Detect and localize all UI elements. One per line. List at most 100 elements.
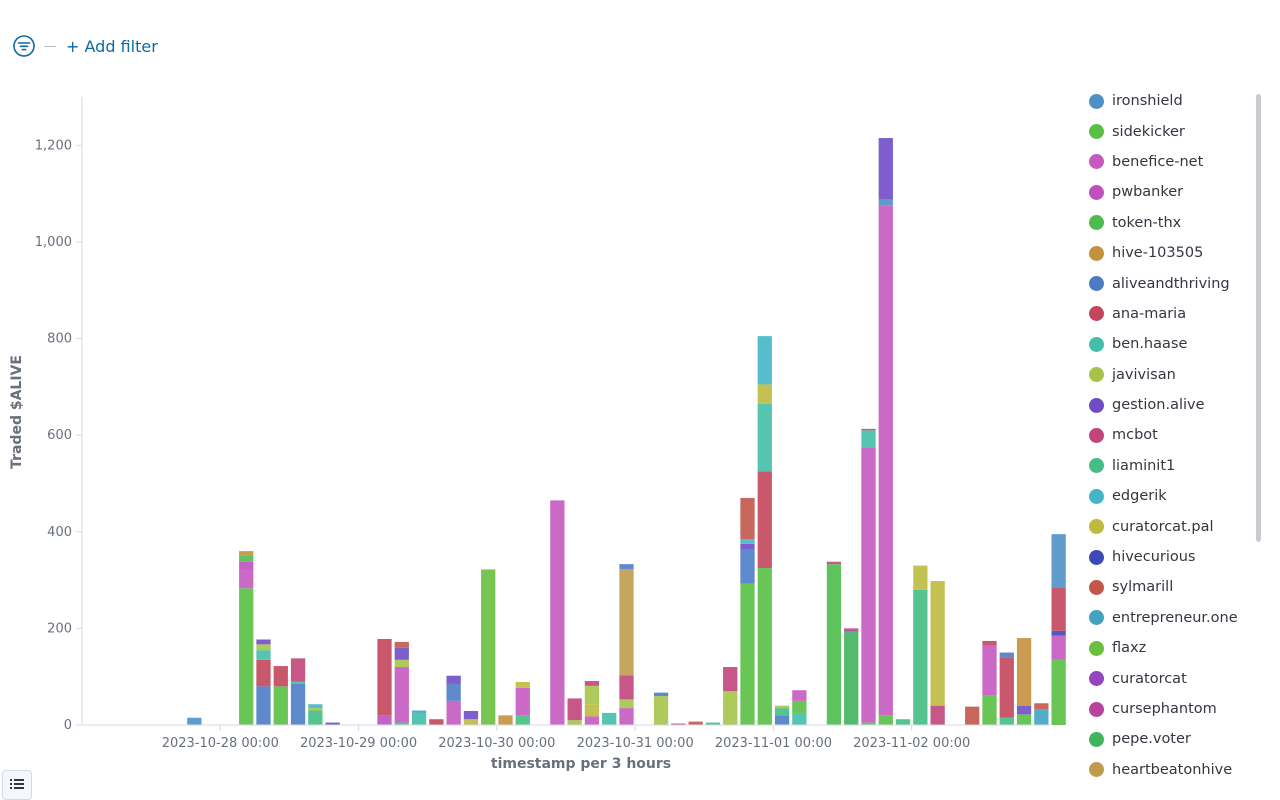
bar-segment[interactable] <box>757 568 772 725</box>
bar-segment[interactable] <box>256 639 271 645</box>
bar-segment[interactable] <box>256 686 271 725</box>
bar-segment[interactable] <box>619 564 634 569</box>
bar-segment[interactable] <box>705 722 721 725</box>
legend-item[interactable]: pepe.voter <box>1080 724 1250 754</box>
bar-segment[interactable] <box>515 682 530 688</box>
bar-segment[interactable] <box>1051 659 1066 725</box>
bar-segment[interactable] <box>394 659 409 668</box>
bar-segment[interactable] <box>239 561 254 570</box>
bar-segment[interactable] <box>723 691 738 725</box>
bar-segment[interactable] <box>290 658 306 682</box>
legend-item[interactable]: benefice-net <box>1080 147 1250 177</box>
bar-segment[interactable] <box>602 712 617 725</box>
legend-item[interactable]: ana-maria <box>1080 299 1250 329</box>
bar-segment[interactable] <box>463 710 479 720</box>
bar-segment[interactable] <box>273 686 288 725</box>
bar-segment[interactable] <box>1016 638 1032 706</box>
legend-item[interactable]: sidekicker <box>1080 116 1250 146</box>
bar-segment[interactable] <box>1016 705 1032 715</box>
bar-segment[interactable] <box>792 712 807 725</box>
legend-item[interactable]: aliveandthriving <box>1080 268 1250 298</box>
bar-segment[interactable] <box>792 700 807 713</box>
legend-item[interactable]: edgerik <box>1080 481 1250 511</box>
bar-segment[interactable] <box>308 708 323 711</box>
bar-segment[interactable] <box>740 549 755 584</box>
bar-segment[interactable] <box>982 640 997 646</box>
bar-segment[interactable] <box>757 403 772 472</box>
legend-item[interactable]: javivisan <box>1080 360 1250 390</box>
bar-segment[interactable] <box>844 628 859 632</box>
legend-item[interactable]: mcbot <box>1080 420 1250 450</box>
bar-segment[interactable] <box>446 683 461 701</box>
bar-segment[interactable] <box>515 687 530 716</box>
bar-segment[interactable] <box>239 588 254 725</box>
bar-segment[interactable] <box>256 659 271 687</box>
legend-item[interactable]: entrepreneur.one <box>1080 603 1250 633</box>
bar-segment[interactable] <box>498 715 513 725</box>
bar-segment[interactable] <box>481 569 496 725</box>
bar-segment[interactable] <box>619 568 634 676</box>
legend-item[interactable]: pwbanker <box>1080 177 1250 207</box>
bar-segment[interactable] <box>550 500 565 725</box>
legend-scrollbar[interactable] <box>1256 94 1261 542</box>
bar-segment[interactable] <box>757 336 772 385</box>
bar-segment[interactable] <box>774 708 790 716</box>
bar-segment[interactable] <box>1051 630 1066 636</box>
bar-segment[interactable] <box>1034 703 1049 710</box>
legend-item[interactable]: token-thx <box>1080 208 1250 238</box>
bar-segment[interactable] <box>429 719 444 725</box>
bar-segment[interactable] <box>567 698 582 721</box>
bar-segment[interactable] <box>256 650 271 660</box>
legend-item[interactable]: ben.haase <box>1080 329 1250 359</box>
bar-segment[interactable] <box>187 717 202 725</box>
bar-segment[interactable] <box>878 205 893 716</box>
bar-segment[interactable] <box>256 644 271 651</box>
legend-item[interactable]: curatorcat.pal <box>1080 511 1250 541</box>
bar-segment[interactable] <box>239 555 254 562</box>
bar-segment[interactable] <box>740 543 755 550</box>
bar-segment[interactable] <box>308 704 323 709</box>
bar-segment[interactable] <box>688 721 703 725</box>
bar-segment[interactable] <box>999 657 1014 718</box>
bar-segment[interactable] <box>723 667 738 692</box>
bar-segment[interactable] <box>377 639 392 716</box>
legend-item[interactable]: hivecurious <box>1080 542 1250 572</box>
bar-segment[interactable] <box>1051 587 1066 631</box>
bar-segment[interactable] <box>999 652 1014 658</box>
bar-segment[interactable] <box>584 681 600 686</box>
legend-item[interactable]: sylmarill <box>1080 572 1250 602</box>
bar-segment[interactable] <box>239 551 254 556</box>
legend-item[interactable]: hive-103505 <box>1080 238 1250 268</box>
bar-segment[interactable] <box>930 705 945 725</box>
bar-segment[interactable] <box>740 583 755 725</box>
bar-segment[interactable] <box>774 715 790 725</box>
bar-segment[interactable] <box>1016 714 1032 725</box>
bar-segment[interactable] <box>878 138 893 200</box>
bar-segment[interactable] <box>826 561 842 565</box>
toggle-legend-button[interactable] <box>2 770 32 800</box>
bar-segment[interactable] <box>671 723 686 725</box>
bar-segment[interactable] <box>290 683 306 725</box>
bar-segment[interactable] <box>861 447 876 723</box>
legend-item[interactable]: liaminit1 <box>1080 451 1250 481</box>
bar-segment[interactable] <box>567 720 582 725</box>
bar-segment[interactable] <box>584 716 600 725</box>
legend-item[interactable]: flaxz <box>1080 633 1250 663</box>
bar-segment[interactable] <box>394 667 409 723</box>
bar-segment[interactable] <box>446 675 461 684</box>
bar-segment[interactable] <box>619 708 634 725</box>
bar-segment[interactable] <box>394 722 409 725</box>
bar-segment[interactable] <box>1051 635 1066 660</box>
bar-segment[interactable] <box>411 710 427 713</box>
bar-segment[interactable] <box>1051 534 1066 588</box>
bar-segment[interactable] <box>584 685 600 705</box>
bar-segment[interactable] <box>308 710 323 725</box>
bar-segment[interactable] <box>1034 709 1049 725</box>
bar-segment[interactable] <box>463 719 479 725</box>
add-filter-button[interactable]: + Add filter <box>66 36 158 56</box>
bar-segment[interactable] <box>999 717 1014 725</box>
bar-segment[interactable] <box>325 722 340 725</box>
bar-segment[interactable] <box>653 696 669 725</box>
bar-segment[interactable] <box>844 631 859 725</box>
bar-segment[interactable] <box>930 581 945 706</box>
